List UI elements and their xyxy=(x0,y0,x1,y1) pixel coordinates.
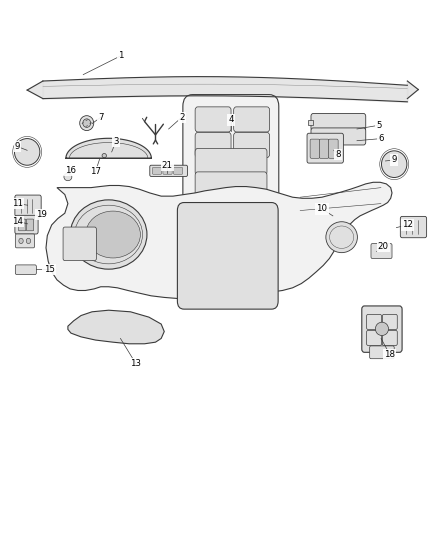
Text: 3: 3 xyxy=(113,137,119,146)
FancyBboxPatch shape xyxy=(400,216,427,238)
Text: 4: 4 xyxy=(228,116,233,124)
FancyBboxPatch shape xyxy=(367,314,381,329)
FancyBboxPatch shape xyxy=(163,167,172,174)
Ellipse shape xyxy=(80,116,94,131)
FancyBboxPatch shape xyxy=(311,114,366,131)
Text: 8: 8 xyxy=(336,150,341,159)
FancyBboxPatch shape xyxy=(15,234,35,248)
Text: 15: 15 xyxy=(43,265,55,273)
FancyBboxPatch shape xyxy=(26,219,34,231)
Text: 12: 12 xyxy=(402,221,413,229)
FancyBboxPatch shape xyxy=(15,195,41,216)
Text: 10: 10 xyxy=(316,205,328,213)
FancyBboxPatch shape xyxy=(195,148,267,175)
FancyBboxPatch shape xyxy=(15,265,36,274)
Ellipse shape xyxy=(86,211,140,258)
FancyBboxPatch shape xyxy=(310,139,320,158)
FancyBboxPatch shape xyxy=(307,133,343,163)
Text: 1: 1 xyxy=(118,52,123,60)
Ellipse shape xyxy=(14,139,40,165)
FancyBboxPatch shape xyxy=(367,330,381,345)
FancyBboxPatch shape xyxy=(311,128,366,145)
FancyBboxPatch shape xyxy=(319,139,329,158)
FancyBboxPatch shape xyxy=(177,203,278,309)
FancyBboxPatch shape xyxy=(362,306,402,352)
Polygon shape xyxy=(27,81,43,99)
Text: 13: 13 xyxy=(130,359,141,368)
Polygon shape xyxy=(407,81,418,99)
FancyBboxPatch shape xyxy=(195,172,267,199)
Polygon shape xyxy=(46,182,392,298)
Text: 11: 11 xyxy=(12,199,23,208)
FancyBboxPatch shape xyxy=(173,167,183,174)
FancyBboxPatch shape xyxy=(234,133,269,158)
Ellipse shape xyxy=(19,238,23,244)
Ellipse shape xyxy=(381,151,407,177)
FancyBboxPatch shape xyxy=(63,227,96,261)
Text: 9: 9 xyxy=(392,156,397,164)
Ellipse shape xyxy=(64,173,72,181)
Text: 2: 2 xyxy=(179,113,184,122)
Text: 20: 20 xyxy=(378,242,389,251)
FancyBboxPatch shape xyxy=(15,215,38,234)
Text: 14: 14 xyxy=(12,217,23,225)
Text: 5: 5 xyxy=(376,121,381,130)
Text: 18: 18 xyxy=(384,350,396,359)
FancyBboxPatch shape xyxy=(152,167,162,174)
FancyBboxPatch shape xyxy=(195,107,231,132)
Text: 19: 19 xyxy=(36,211,47,219)
FancyBboxPatch shape xyxy=(183,95,279,217)
Ellipse shape xyxy=(70,200,147,269)
Text: 17: 17 xyxy=(90,167,101,176)
Text: 7: 7 xyxy=(98,113,103,122)
Text: 9: 9 xyxy=(15,142,20,151)
Ellipse shape xyxy=(326,222,357,253)
Ellipse shape xyxy=(83,119,91,127)
Polygon shape xyxy=(68,310,164,344)
Polygon shape xyxy=(308,120,313,125)
Text: 6: 6 xyxy=(378,134,384,143)
Ellipse shape xyxy=(26,238,31,244)
FancyBboxPatch shape xyxy=(328,139,338,158)
FancyBboxPatch shape xyxy=(195,133,231,158)
Ellipse shape xyxy=(102,154,106,158)
Polygon shape xyxy=(66,139,152,158)
FancyBboxPatch shape xyxy=(150,165,187,176)
Text: 21: 21 xyxy=(162,161,173,169)
FancyBboxPatch shape xyxy=(234,107,269,132)
Ellipse shape xyxy=(375,322,389,336)
Text: 16: 16 xyxy=(65,166,77,175)
FancyBboxPatch shape xyxy=(371,244,392,259)
FancyBboxPatch shape xyxy=(18,219,26,231)
FancyBboxPatch shape xyxy=(382,314,397,329)
FancyBboxPatch shape xyxy=(382,330,397,345)
FancyBboxPatch shape xyxy=(370,346,394,359)
